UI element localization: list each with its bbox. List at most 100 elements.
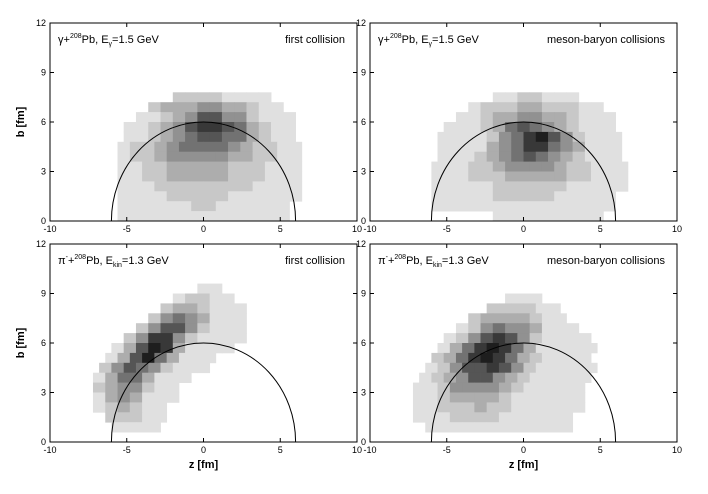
y-tick-label: 0 [41, 216, 46, 226]
y-tick-label: 3 [41, 388, 46, 398]
heatmap-cell [142, 161, 155, 172]
heatmap-cell [221, 102, 235, 113]
heatmap-cell [486, 131, 500, 143]
heatmap-cell [203, 141, 217, 153]
heatmap-cell [492, 372, 506, 383]
heatmap-cell [505, 352, 518, 364]
x-tick-label: -10 [43, 445, 56, 455]
heatmap-cell [437, 362, 451, 374]
x-tick-label: -5 [443, 445, 451, 455]
heatmap-cell [541, 313, 555, 324]
heatmap-cell [449, 131, 463, 143]
heatmap-cell [135, 422, 149, 433]
heatmap-cell [252, 201, 266, 212]
heatmap-cell [277, 181, 290, 192]
heatmap-cell [203, 161, 217, 172]
heatmap-cell [480, 102, 494, 113]
heatmap-cell [221, 92, 235, 103]
heatmap-cell [548, 151, 561, 162]
heatmap-cell [566, 333, 580, 344]
y-tick-label: 6 [41, 117, 46, 127]
heatmap-cell [505, 92, 518, 103]
heatmap-cell [492, 102, 506, 113]
heatmap-cell [554, 191, 567, 202]
heatmap-cell [541, 181, 555, 192]
heatmap-cell [572, 131, 586, 143]
heatmap-cell [160, 362, 174, 374]
heatmap-cell [443, 201, 457, 212]
heatmap-cell [566, 171, 580, 182]
heatmap-cell [252, 151, 266, 162]
panel-tr: -10 -5 0 5 10 0 3 6 9 12 γ+208Pb, Eγ=1.5 GeV meson-… [356, 18, 682, 234]
heatmap-cell [474, 422, 488, 433]
heatmap-cell [215, 151, 229, 162]
collision-type-label: first collision [285, 255, 345, 267]
heatmap-cell [209, 112, 223, 123]
heatmap-cell [505, 102, 518, 113]
heatmap-cell [511, 131, 524, 143]
heatmap-cell [203, 181, 217, 192]
heatmap-cell [535, 362, 549, 374]
heatmap-cell [492, 181, 506, 192]
heatmap-cell [492, 161, 506, 172]
heatmap-cell [609, 131, 623, 143]
heatmap-cell [271, 102, 284, 113]
heatmap-cell [154, 352, 168, 364]
heatmap-cell [498, 343, 512, 354]
heatmap-cell [554, 112, 567, 123]
heatmap-cell [554, 352, 567, 364]
heatmap-cell [240, 161, 254, 172]
heatmap-cell [117, 181, 131, 192]
heatmap-cell [191, 151, 204, 162]
heatmap-cell [129, 161, 143, 172]
heatmap-cell [264, 171, 278, 182]
heatmap-cell [172, 362, 186, 374]
heatmap-cell [455, 171, 469, 182]
heatmap-cell [498, 392, 512, 403]
heatmap-cell [209, 313, 223, 324]
heatmap-cell [123, 422, 137, 433]
x-tick-label: 5 [598, 445, 603, 455]
heatmap-cell [185, 293, 198, 304]
heatmap-cell [498, 412, 512, 423]
heatmap-cell [541, 112, 555, 123]
heatmap-cell [221, 323, 235, 334]
heatmap-cell [554, 201, 567, 212]
heatmap-cell [474, 382, 488, 393]
heatmap-cell [142, 382, 155, 393]
heatmap-cell [160, 131, 174, 143]
heatmap-cell [234, 323, 247, 334]
heatmap-cell [517, 352, 531, 364]
heatmap-cell [105, 352, 118, 364]
heatmap-cell [277, 201, 290, 212]
heatmap-cell [492, 92, 506, 103]
heatmap-cell [523, 362, 537, 374]
heatmap-cell [178, 191, 192, 202]
heatmap-cell [252, 211, 266, 221]
heatmap-cell [228, 161, 241, 172]
heatmap-cell [252, 171, 266, 182]
heatmap-cell [535, 382, 549, 393]
heatmap-cell [148, 122, 161, 133]
collision-type-label: meson-baryon collisions [547, 255, 665, 267]
heatmap-cell [560, 343, 574, 354]
heatmap-cell [462, 141, 475, 153]
heatmap-cell [554, 313, 567, 324]
heatmap-cell [541, 372, 555, 383]
x-tick-label: -10 [363, 445, 376, 455]
heatmap-cell [480, 333, 494, 344]
heatmap-cell [480, 352, 494, 364]
heatmap-cell [166, 352, 180, 364]
heatmap-cell [492, 323, 506, 334]
heatmap-cell [185, 362, 198, 374]
heatmap-cell [505, 122, 518, 133]
heatmap-cell [425, 392, 438, 403]
heatmap-cell [135, 131, 149, 143]
heatmap-cell [197, 362, 211, 374]
heatmap-cell [560, 392, 574, 403]
heatmap-cell [566, 372, 580, 383]
heatmap-cell [117, 161, 131, 172]
heatmap-cell [486, 362, 500, 374]
heatmap-cell [209, 333, 223, 344]
heatmap-cell [178, 372, 192, 383]
